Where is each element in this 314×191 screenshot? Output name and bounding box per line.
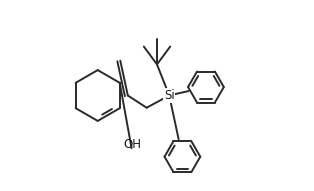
Text: OH: OH xyxy=(123,138,142,151)
Text: Si: Si xyxy=(164,89,175,102)
